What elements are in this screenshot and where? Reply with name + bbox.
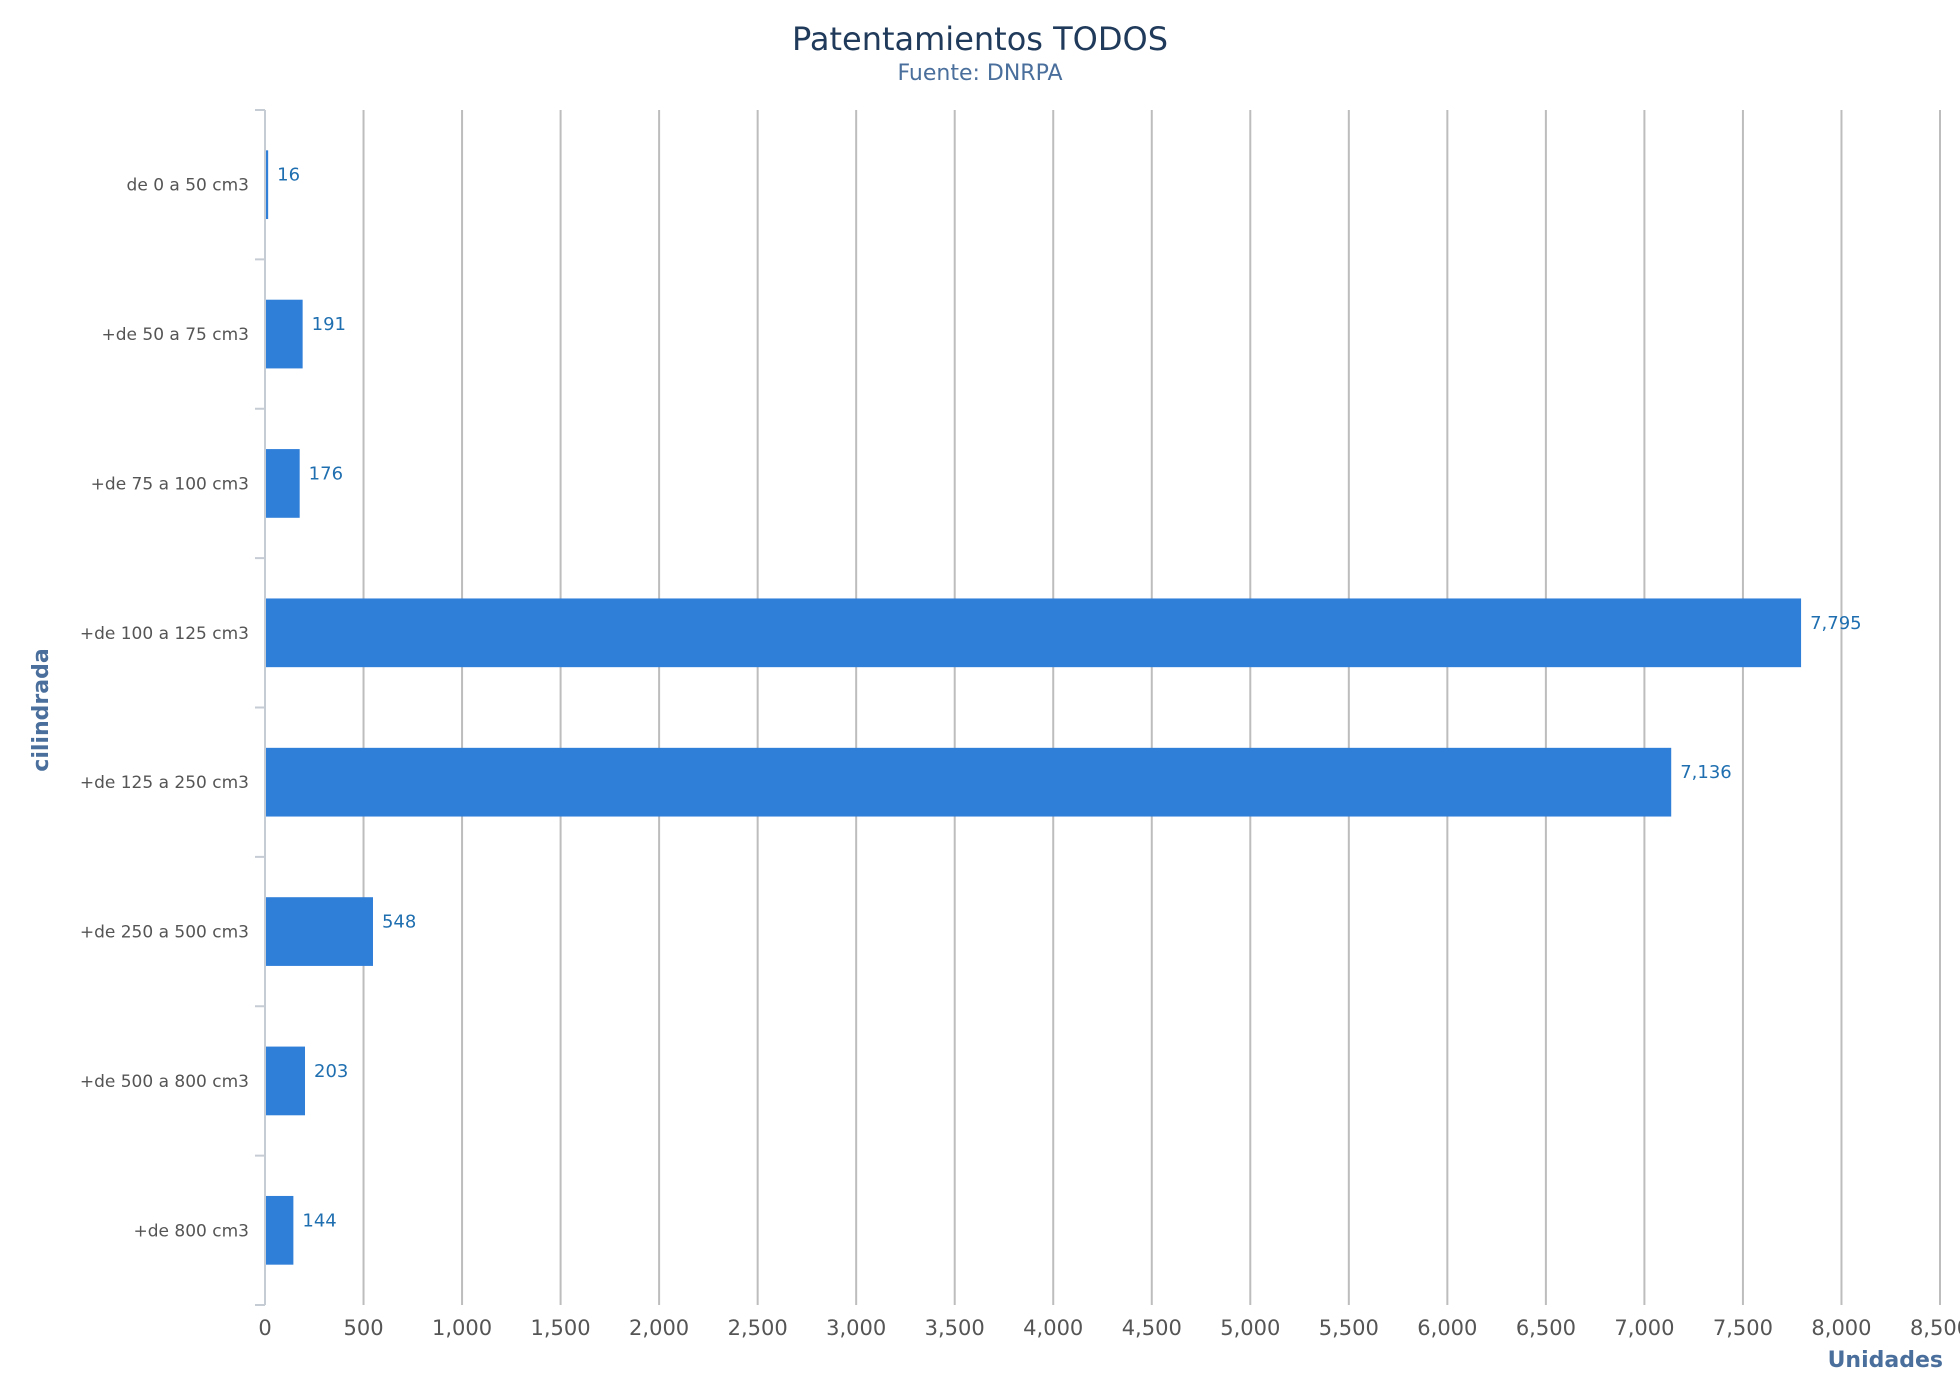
data-label: 176 [309, 463, 343, 484]
x-tick-label: 5,500 [1319, 1316, 1379, 1340]
x-tick-label: 3,000 [826, 1316, 886, 1340]
x-tick-label: 2,500 [728, 1316, 788, 1340]
data-label: 16 [277, 165, 300, 186]
bar[interactable] [265, 598, 1802, 668]
chart-subtitle: Fuente: DNRPA [897, 61, 1062, 86]
x-axis-title: Unidades [1828, 1348, 1943, 1373]
y-tick-label: +de 500 a 800 cm3 [80, 1072, 249, 1092]
data-label: 548 [382, 912, 416, 933]
x-tick-label: 4,500 [1122, 1316, 1182, 1340]
chart-title: Patentamientos TODOS [792, 20, 1168, 58]
bar[interactable] [265, 150, 269, 220]
x-tick-label: 0 [258, 1316, 271, 1340]
data-labels: 16 191 176 7,795 7,136 548 203 144 [277, 165, 1861, 1232]
data-label: 7,795 [1810, 613, 1862, 634]
x-tick-label: 6,500 [1516, 1316, 1576, 1340]
x-tick-label: 1,000 [432, 1316, 492, 1340]
data-label: 144 [302, 1210, 336, 1231]
y-tick-label: +de 75 a 100 cm3 [91, 474, 249, 494]
x-tick-label: 1,500 [531, 1316, 591, 1340]
axes: 0 500 1,000 1,500 2,000 2,500 3,000 3,500 4,000 4… [80, 109, 1960, 1340]
gridlines [362, 110, 1941, 1305]
bar[interactable] [265, 449, 300, 518]
x-tick-label: 4,000 [1023, 1316, 1083, 1340]
y-tick-label: +de 800 cm3 [134, 1221, 249, 1241]
y-tick-label: +de 250 a 500 cm3 [80, 923, 249, 943]
y-tick-label: +de 125 a 250 cm3 [80, 773, 249, 793]
x-tick-label: 2,000 [629, 1316, 689, 1340]
x-tick-label: 8,500 [1910, 1316, 1960, 1340]
bar[interactable] [265, 747, 1672, 817]
y-tick-label: de 0 a 50 cm3 [127, 176, 249, 196]
x-tick-label: 500 [343, 1316, 383, 1340]
data-label: 191 [312, 314, 346, 335]
x-tick-label: 6,000 [1417, 1316, 1477, 1340]
data-label: 7,136 [1680, 762, 1732, 783]
bar[interactable] [265, 299, 303, 369]
data-label: 203 [314, 1061, 348, 1082]
y-axis-title: cilindrada [29, 648, 54, 771]
x-tick-label: 5,000 [1220, 1316, 1280, 1340]
x-tick-label: 7,000 [1614, 1316, 1674, 1340]
y-tick-label: +de 50 a 75 cm3 [101, 325, 249, 345]
x-tick-label: 8,000 [1811, 1316, 1871, 1340]
bar[interactable] [265, 897, 373, 966]
x-tick-label: 7,500 [1713, 1316, 1773, 1340]
bar[interactable] [265, 1195, 294, 1265]
bars [265, 150, 1802, 1265]
y-tick-label: +de 100 a 125 cm3 [80, 624, 249, 644]
x-tick-label: 3,500 [925, 1316, 985, 1340]
bar[interactable] [265, 1046, 306, 1116]
